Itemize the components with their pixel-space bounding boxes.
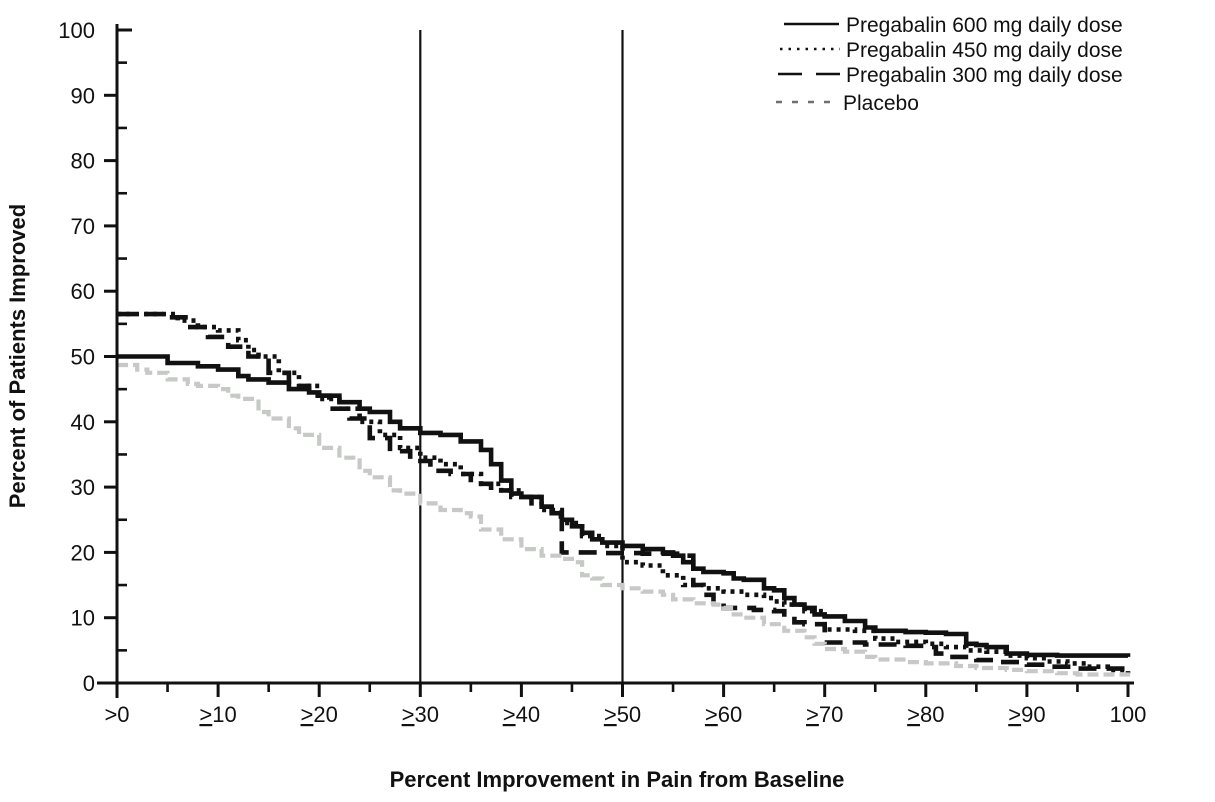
y-tick-label-40: 40	[71, 410, 95, 435]
y-tick-label-90: 90	[71, 83, 95, 108]
x-tick-label-90: >90	[1008, 702, 1045, 727]
y-tick-label-10: 10	[71, 606, 95, 631]
x-tick-label-40: >40	[503, 702, 540, 727]
y-tick-label-30: 30	[71, 475, 95, 500]
series-curve-placebo	[117, 362, 1131, 677]
y-axis-title: Percent of Patients Improved	[5, 204, 30, 508]
y-tick-label-0: 0	[83, 671, 95, 696]
x-axis-title: Percent Improvement in Pain from Baselin…	[390, 767, 845, 792]
data-series	[117, 311, 1131, 677]
series-curve-pregabalin-300-mg-daily-dose	[117, 311, 1131, 671]
x-tick-label-0: >0	[104, 702, 129, 727]
y-tick-label-100: 100	[58, 18, 95, 43]
axes	[97, 24, 1134, 698]
y-tick-label-60: 60	[71, 279, 95, 304]
axis-ticks	[104, 61, 1130, 697]
legend-label-pregabalin-300: Pregabalin 300 mg daily dose	[846, 64, 1123, 87]
axis-tick-labels: 0 10 20 30 40 50 60 70 80 90 100 >0 >10 >20 >30 >40 >50 >…	[58, 18, 1146, 727]
series-curve-pregabalin-450-mg-daily-dose	[117, 311, 1131, 674]
reference-lines	[419, 30, 624, 683]
x-tick-label-10: >10	[199, 702, 236, 727]
y-tick-label-20: 20	[71, 540, 95, 565]
x-tick-label-50: >50	[604, 702, 641, 727]
y-tick-label-80: 80	[71, 149, 95, 174]
x-tick-label-80: >80	[907, 702, 944, 727]
x-tick-label-100: 100	[1110, 702, 1147, 727]
y-tick-label-70: 70	[71, 214, 95, 239]
series-curve-pregabalin-600-mg-daily-dose	[117, 354, 1131, 658]
legend-label-pregabalin-450: Pregabalin 450 mg daily dose	[846, 39, 1123, 62]
legend-label-placebo: Placebo	[843, 92, 919, 115]
legend: Pregabalin 600 mg daily dose Pregabalin …	[776, 14, 1123, 115]
legend-label-pregabalin-600: Pregabalin 600 mg daily dose	[846, 14, 1123, 37]
x-tick-label-30: >30	[402, 702, 439, 727]
x-tick-label-70: >70	[806, 702, 843, 727]
x-tick-label-60: >60	[705, 702, 742, 727]
x-tick-label-20: >20	[301, 702, 338, 727]
y-tick-label-50: 50	[71, 345, 95, 370]
